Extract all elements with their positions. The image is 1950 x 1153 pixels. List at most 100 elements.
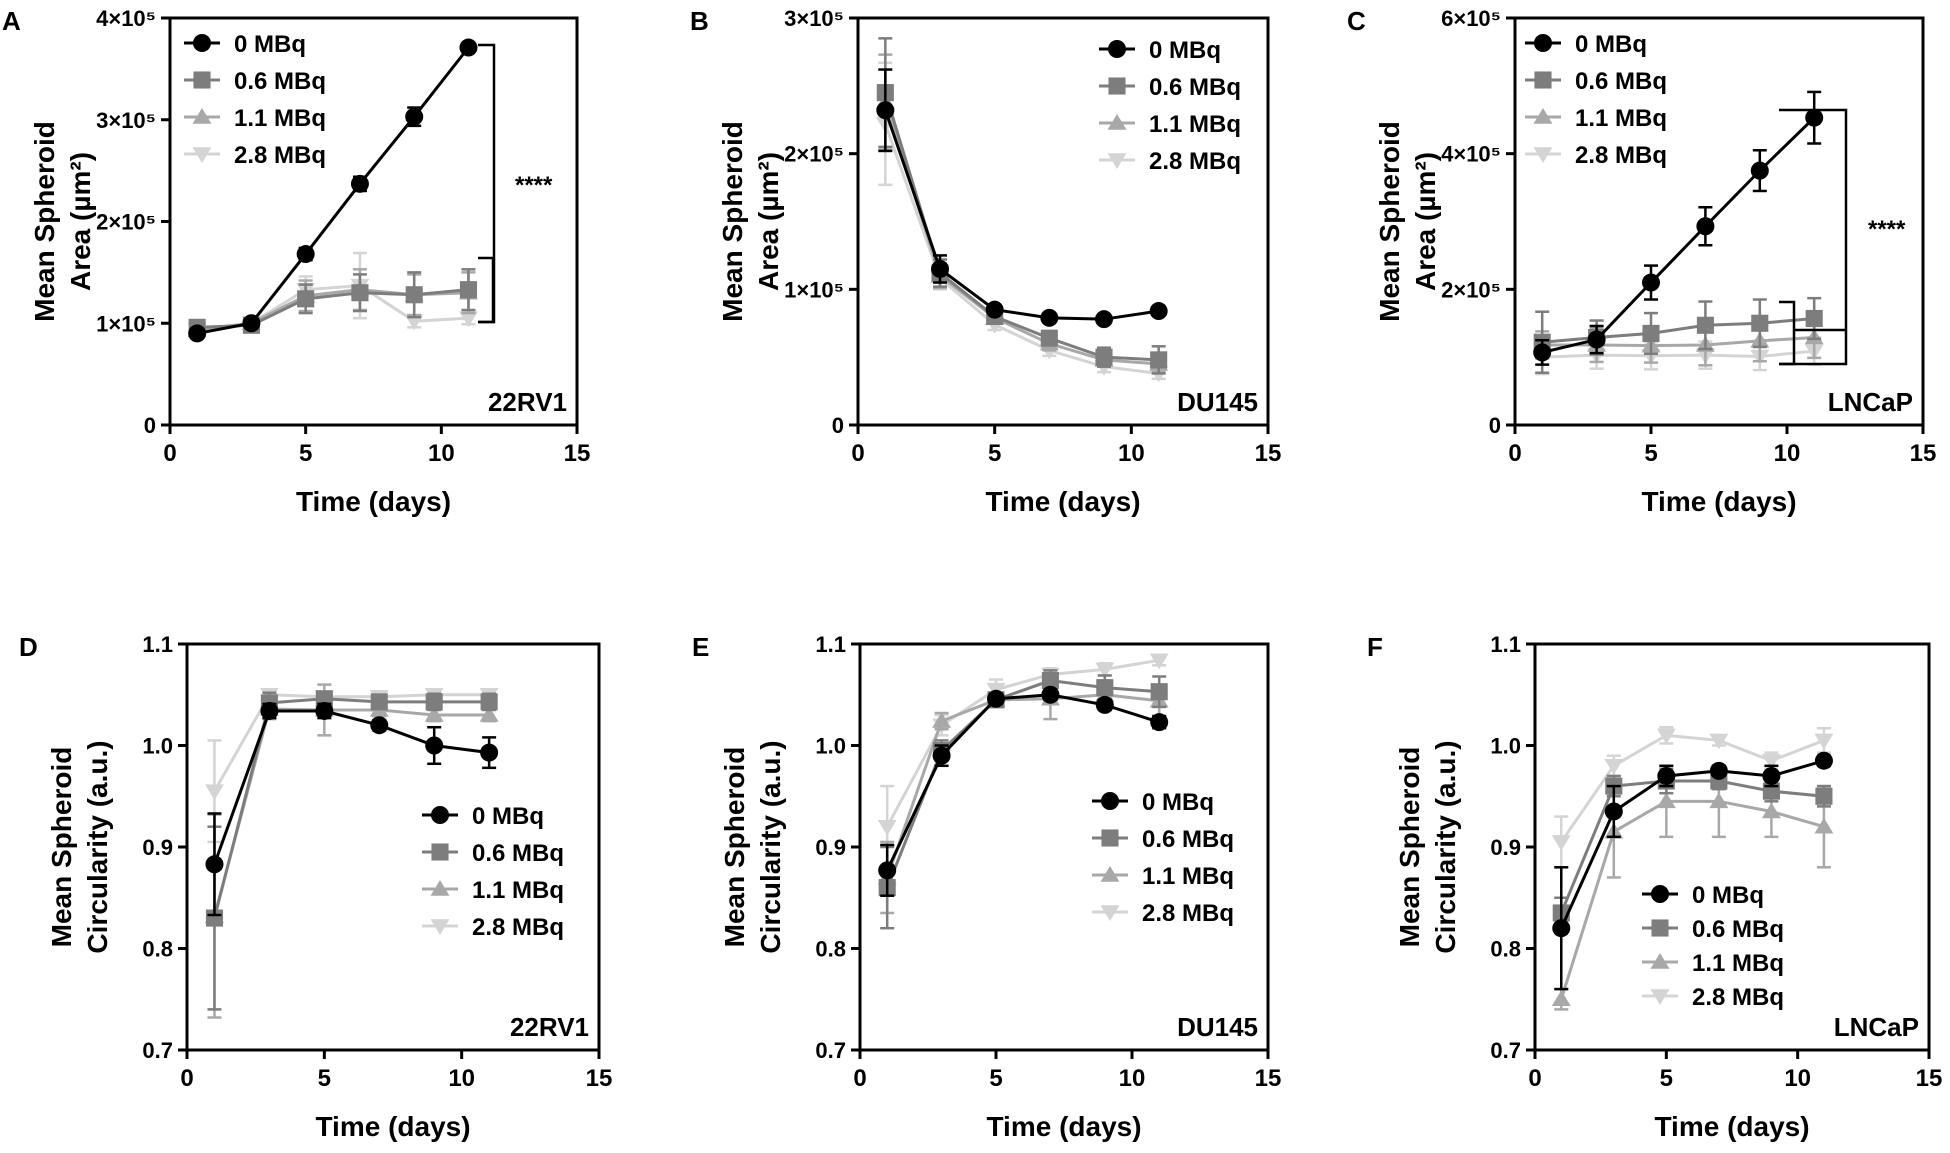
series-line	[1542, 335, 1815, 348]
data-point	[1709, 792, 1729, 809]
data-point	[878, 861, 897, 880]
data-point	[877, 819, 897, 836]
x-tick-label: 10	[1118, 440, 1145, 467]
x-tick-label: 10	[1774, 440, 1801, 467]
legend-marker	[1108, 40, 1126, 58]
data-point	[1696, 316, 1714, 334]
legend-label: 0 MBq	[1692, 882, 1764, 909]
legend: 0 MBq 0.6 MBq 1.1 MBq 2.8 MBq	[422, 803, 564, 941]
x-tick-label: 10	[1119, 1065, 1146, 1092]
series-2_8-mbq	[1551, 725, 1834, 869]
series-0-mbq	[1552, 751, 1833, 991]
data-point	[1150, 683, 1168, 701]
x-tick-label: 15	[564, 440, 591, 467]
legend-label: 2.8 MBq	[1149, 148, 1241, 175]
series-0-mbq	[188, 38, 478, 343]
legend-label: 2.8 MBq	[234, 142, 326, 169]
legend-marker	[1651, 885, 1669, 903]
legend-label: 0 MBq	[234, 31, 306, 58]
data-point	[1805, 309, 1823, 328]
x-tick-label: 15	[1910, 440, 1937, 467]
legend-label: 1.1 MBq	[1575, 105, 1667, 132]
legend: 0 MBq 0.6 MBq 1.1 MBq 2.8 MBq	[184, 31, 326, 169]
legend-label: 2.8 MBq	[472, 914, 564, 941]
legend-marker	[1107, 153, 1127, 169]
y-axis-label-line: Mean Spheroid	[46, 747, 77, 948]
data-point	[1657, 766, 1676, 785]
legend-marker	[1534, 34, 1552, 52]
data-point	[1041, 671, 1059, 690]
data-point	[985, 300, 1004, 319]
x-axis-label: Time (days)	[1654, 1111, 1809, 1142]
y-tick-label: 0.7	[1490, 1038, 1521, 1063]
x-axis-label: Time (days)	[985, 486, 1140, 517]
y-tick-label: 0.8	[142, 937, 173, 962]
data-point	[1696, 217, 1715, 236]
panel-letter: E	[692, 632, 709, 662]
legend-label: 1.1 MBq	[1142, 863, 1234, 890]
legend-marker	[1101, 792, 1119, 810]
significance-stars: ****	[1868, 216, 1906, 243]
series-0_6-mbq	[1533, 296, 1823, 375]
series-1_1-mbq	[1532, 315, 1824, 367]
series-line	[1559, 799, 1825, 1000]
x-tick-label: 15	[586, 1065, 613, 1092]
data-point	[1604, 802, 1623, 821]
y-axis-label-line: Mean Spheroid	[717, 121, 748, 322]
x-tick-label: 10	[428, 440, 455, 467]
data-point	[1815, 787, 1833, 805]
x-tick-label: 15	[1255, 1065, 1282, 1092]
legend-label: 0 MBq	[1142, 789, 1214, 816]
y-axis-label: Mean Spheroid Area (µm²)	[1374, 121, 1441, 322]
y-tick-label: 3×10⁵	[784, 6, 844, 31]
series-2_8-mbq	[877, 653, 1169, 869]
legend-label: 2.8 MBq	[1692, 984, 1784, 1011]
x-axis-label: Time (days)	[315, 1111, 470, 1142]
legend-marker	[1651, 919, 1669, 937]
legend-marker	[1650, 953, 1670, 969]
x-tick-label: 0	[1528, 1065, 1541, 1092]
y-axis-label: Mean Spheroid Circularity (a.u.)	[1394, 740, 1461, 953]
data-point	[1041, 685, 1060, 704]
legend-marker	[1650, 989, 1670, 1005]
data-point	[1040, 308, 1059, 327]
series-line	[1542, 317, 1815, 344]
series-line	[1559, 759, 1825, 929]
data-point	[1656, 728, 1676, 745]
data-point	[459, 281, 478, 299]
y-tick-label: 4×10⁵	[96, 6, 156, 31]
panel-letter: F	[1367, 632, 1383, 662]
data-point	[425, 693, 443, 711]
legend-marker	[431, 806, 449, 824]
y-tick-label: 1.0	[815, 734, 846, 759]
legend-label: 2.8 MBq	[1575, 142, 1667, 169]
legend-marker	[1107, 114, 1127, 130]
x-tick-label: 5	[318, 1065, 331, 1092]
data-point	[1750, 161, 1769, 180]
y-axis-label: Mean Spheroid Area (µm²)	[29, 121, 96, 322]
y-tick-label: 1×10⁵	[96, 311, 156, 336]
data-point	[242, 314, 261, 333]
y-tick-label: 0	[832, 413, 844, 438]
y-tick-label: 0.8	[815, 937, 846, 962]
panel-letter: A	[2, 6, 21, 36]
data-point	[1587, 330, 1606, 349]
series-line	[1559, 779, 1825, 914]
legend-label: 0 MBq	[1575, 31, 1647, 58]
significance-stars: ****	[515, 172, 553, 199]
legend-label: 0.6 MBq	[1142, 826, 1234, 853]
data-point	[1814, 733, 1834, 750]
y-tick-label: 0	[144, 413, 156, 438]
legend-marker	[1100, 866, 1120, 882]
cell-line-label: DU145	[1177, 387, 1258, 417]
y-tick-label: 1.0	[1490, 734, 1521, 759]
chart-panel-c: C 0 5 10 15 0 2×10⁵ 4×10⁵ 6×10⁵ Time (days) Mean S…	[1347, 6, 1936, 517]
significance-bracket: ****	[1779, 108, 1906, 366]
data-point	[1604, 759, 1624, 775]
plot-frame	[1513, 16, 1925, 427]
legend-label: 0.6 MBq	[1692, 916, 1784, 943]
data-point	[1149, 302, 1168, 321]
data-point	[405, 107, 424, 126]
data-point	[296, 245, 315, 264]
data-point	[479, 706, 499, 722]
